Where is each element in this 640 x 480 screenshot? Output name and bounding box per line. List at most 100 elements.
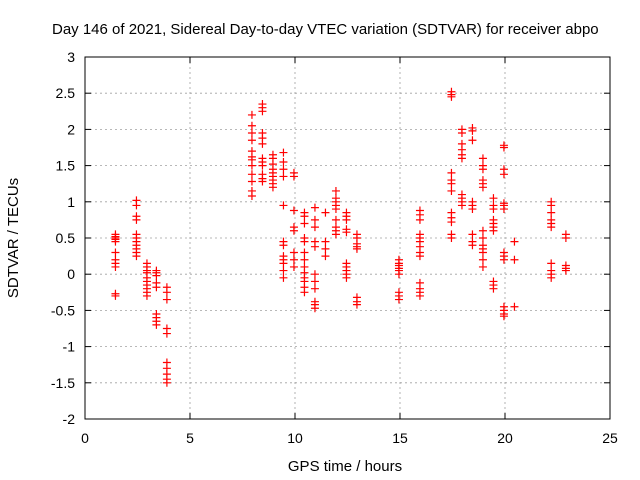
data-point — [499, 143, 508, 152]
data-point — [415, 291, 424, 300]
data-point — [111, 262, 120, 271]
data-point — [247, 161, 256, 170]
data-point — [289, 226, 298, 235]
data-point — [152, 320, 161, 329]
data-point — [342, 215, 351, 224]
data-point — [499, 312, 508, 321]
data-point — [310, 284, 319, 293]
data-point — [310, 242, 319, 251]
data-point — [547, 208, 556, 217]
data-point — [279, 172, 288, 181]
data-point — [279, 273, 288, 282]
y-tick-label: 3 — [67, 49, 75, 65]
x-tick-label: 10 — [287, 430, 303, 446]
data-point — [247, 136, 256, 145]
y-tick-label: -1 — [63, 339, 76, 355]
data-point — [478, 262, 487, 271]
y-tick-label: 0 — [67, 266, 75, 282]
data-point — [547, 273, 556, 282]
data-point — [478, 234, 487, 242]
data-point — [132, 252, 141, 261]
data-point — [268, 183, 277, 192]
data-point — [279, 148, 288, 157]
data-point — [162, 295, 171, 304]
data-point — [279, 165, 288, 174]
data-point — [111, 291, 120, 300]
data-point — [310, 203, 319, 212]
data-point — [321, 252, 330, 261]
data-point — [111, 248, 120, 257]
data-point — [478, 165, 487, 174]
data-point — [162, 329, 171, 338]
data-point — [510, 255, 519, 264]
data-point — [300, 255, 309, 264]
x-tick-label: 15 — [392, 430, 408, 446]
y-tick-label: 0.5 — [56, 230, 76, 246]
data-point — [499, 205, 508, 214]
data-point — [510, 302, 519, 311]
data-point — [247, 177, 256, 186]
data-point — [415, 215, 424, 224]
data-point — [457, 129, 466, 138]
data-point — [142, 291, 151, 300]
data-point — [447, 234, 456, 242]
y-tick-label: -2 — [63, 411, 76, 427]
axes: 0 5 10 15 20 25 -2 -1.5 -1 -0.5 0 0.5 1 1.5 2 2.5 3 — [51, 49, 618, 446]
data-point — [300, 219, 309, 228]
data-point — [152, 283, 161, 292]
data-point — [258, 107, 267, 116]
data-point — [162, 378, 171, 387]
data-point — [331, 230, 340, 239]
data-point — [447, 92, 456, 101]
data-point — [468, 230, 477, 239]
data-point — [289, 255, 298, 264]
data-point — [132, 201, 141, 210]
data-point — [279, 201, 288, 210]
data-point — [489, 194, 498, 203]
data-point — [247, 121, 256, 130]
data-point — [162, 288, 171, 297]
data-point — [300, 288, 309, 297]
data-point — [331, 186, 340, 195]
y-tick-label: 1.5 — [56, 158, 76, 174]
data-point — [489, 284, 498, 293]
data-point — [447, 179, 456, 188]
data-point — [310, 270, 319, 279]
data-point — [394, 295, 403, 304]
data-point — [547, 259, 556, 268]
data-point — [152, 271, 161, 280]
data-point — [415, 252, 424, 261]
data-point — [499, 255, 508, 264]
data-point — [247, 170, 256, 179]
data-point — [447, 186, 456, 195]
data-point — [468, 205, 477, 214]
data-point — [489, 226, 498, 235]
x-tick-label: 20 — [497, 430, 513, 446]
data-point — [321, 244, 330, 253]
data-point — [279, 266, 288, 275]
data-point — [331, 215, 340, 224]
x-tick-label: 25 — [602, 430, 618, 446]
data-point — [247, 129, 256, 138]
data-point — [289, 248, 298, 257]
y-tick-label: -1.5 — [51, 375, 75, 391]
data-point — [310, 304, 319, 313]
data-point — [258, 161, 267, 170]
data-point — [111, 237, 120, 246]
data-point — [279, 241, 288, 250]
data-point — [478, 226, 487, 235]
data-point — [258, 139, 267, 148]
data-point — [447, 168, 456, 177]
data-point — [489, 205, 498, 214]
plot-frame — [84, 56, 611, 420]
grid-lines — [85, 57, 610, 419]
data-point — [300, 212, 309, 221]
data-point — [132, 215, 141, 224]
data-point — [478, 183, 487, 192]
data-point — [300, 248, 309, 257]
data-point — [310, 215, 319, 224]
data-point — [457, 201, 466, 210]
data-point — [547, 223, 556, 232]
